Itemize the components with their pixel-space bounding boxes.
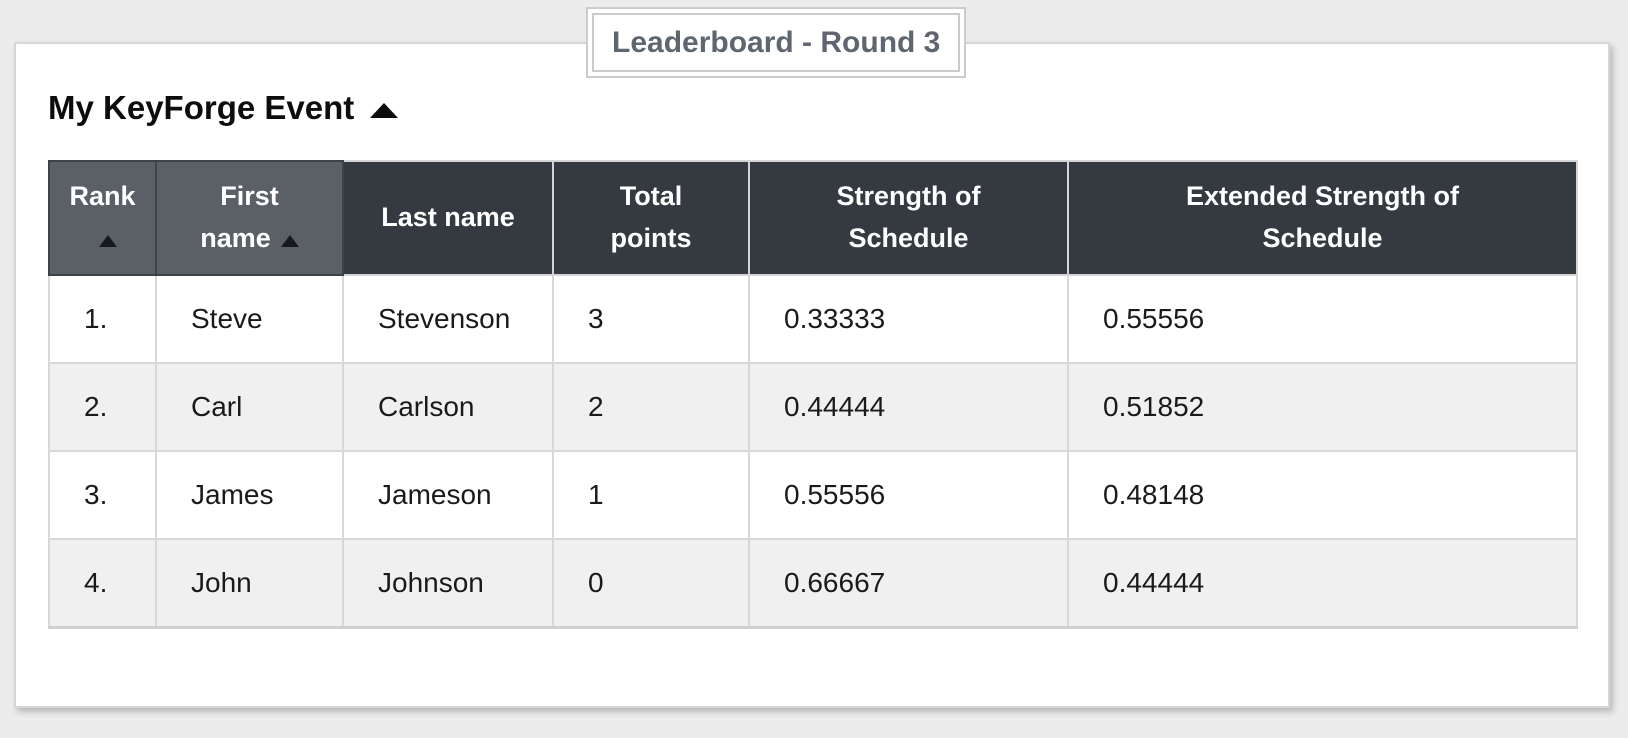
cell-strength-of-schedule: 0.55556 (748, 450, 1069, 540)
leaderboard-round-title: Leaderboard - Round 3 (592, 13, 961, 72)
cell-extended-strength-of-schedule: 0.51852 (1067, 362, 1578, 452)
table-row: 4. John Johnson 0 0.66667 0.44444 (48, 538, 1578, 628)
cell-total-points: 2 (552, 362, 750, 452)
table-row: 3. James Jameson 1 0.55556 0.48148 (48, 450, 1578, 540)
cell-first-name: Carl (155, 362, 344, 452)
column-header-rank[interactable]: Rank (48, 160, 157, 276)
cell-rank: 2. (48, 362, 157, 452)
table-row: 2. Carl Carlson 2 0.44444 0.51852 (48, 362, 1578, 452)
column-header-extended-strength-of-schedule[interactable]: Extended Strength of Schedule (1067, 160, 1578, 276)
column-header-total-points[interactable]: Total points (552, 160, 750, 276)
cell-extended-strength-of-schedule: 0.48148 (1067, 450, 1578, 540)
cell-first-name: John (155, 538, 344, 628)
cell-last-name: Stevenson (342, 274, 554, 364)
cell-first-name: James (155, 450, 344, 540)
leaderboard-table-header: Rank First name Last name Total points S… (48, 160, 1578, 276)
sort-ascending-icon (98, 235, 117, 247)
column-header-last-name[interactable]: Last name (342, 160, 554, 276)
cell-extended-strength-of-schedule: 0.44444 (1067, 538, 1578, 628)
cell-rank: 3. (48, 450, 157, 540)
leaderboard-table: Rank First name Last name Total points S… (48, 160, 1578, 629)
column-header-strength-of-schedule[interactable]: Strength of Schedule (748, 160, 1069, 276)
cell-total-points: 3 (552, 274, 750, 364)
leaderboard-round-title-box: Leaderboard - Round 3 (586, 7, 967, 78)
cell-last-name: Carlson (342, 362, 554, 452)
cell-last-name: Jameson (342, 450, 554, 540)
cell-first-name: Steve (155, 274, 344, 364)
cell-extended-strength-of-schedule: 0.55556 (1067, 274, 1578, 364)
event-title: My KeyForge Event (48, 89, 355, 126)
header-row: Rank First name Last name Total points S… (48, 160, 1578, 276)
table-row: 1. Steve Stevenson 3 0.33333 0.55556 (48, 274, 1578, 364)
column-header-first-name[interactable]: First name (155, 160, 344, 276)
cell-strength-of-schedule: 0.66667 (748, 538, 1069, 628)
cell-rank: 4. (48, 538, 157, 628)
leaderboard-table-body: 1. Steve Stevenson 3 0.33333 0.55556 2. … (48, 274, 1578, 628)
sort-ascending-icon (280, 235, 299, 247)
cell-strength-of-schedule: 0.44444 (748, 362, 1069, 452)
cell-total-points: 1 (552, 450, 750, 540)
cell-last-name: Johnson (342, 538, 554, 628)
cell-strength-of-schedule: 0.33333 (748, 274, 1069, 364)
cell-rank: 1. (48, 274, 157, 364)
event-header-toggle[interactable]: My KeyForge Event (48, 88, 1578, 128)
collapse-caret-icon (370, 102, 399, 118)
event-panel: My KeyForge Event Rank First name Last n… (14, 42, 1610, 708)
cell-total-points: 0 (552, 538, 750, 628)
